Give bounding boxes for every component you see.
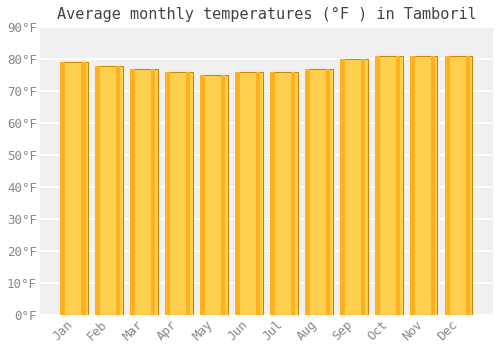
Bar [430,56,435,315]
Bar [116,66,120,315]
Bar [378,56,402,315]
Bar [410,56,414,315]
Bar [375,56,380,315]
Bar [360,59,366,315]
Bar [202,75,228,315]
Bar [326,69,330,315]
Bar [62,63,88,315]
Bar [200,75,204,315]
Bar [98,66,122,315]
Bar [270,72,274,315]
Bar [130,69,135,315]
Bar [466,56,470,315]
Bar [256,72,260,315]
Bar [272,72,297,315]
Bar [165,72,170,315]
Bar [340,59,344,315]
Bar [448,56,472,315]
Bar [238,72,262,315]
Bar [308,69,332,315]
Bar [305,69,310,315]
Bar [96,66,100,315]
Bar [151,69,156,315]
Bar [132,69,158,315]
Bar [412,56,438,315]
Bar [60,63,65,315]
Bar [81,63,86,315]
Bar [291,72,296,315]
Bar [445,56,450,315]
Bar [342,59,367,315]
Bar [235,72,240,315]
Bar [186,72,190,315]
Bar [221,75,226,315]
Bar [168,72,192,315]
Bar [396,56,400,315]
Title: Average monthly temperatures (°F ) in Tamboril: Average monthly temperatures (°F ) in Ta… [56,7,476,22]
